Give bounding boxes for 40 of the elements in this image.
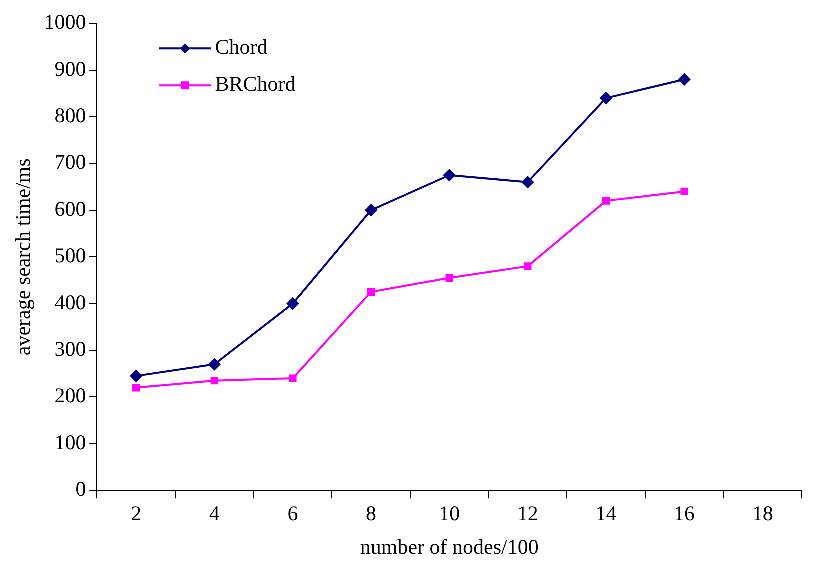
point [602, 197, 610, 205]
point [286, 298, 299, 310]
x-axis-title: number of nodes/100 [360, 534, 539, 559]
point [444, 169, 456, 182]
point [208, 358, 221, 371]
x-tick-label: 18 [752, 502, 774, 526]
x-tick-label: 6 [288, 502, 298, 526]
x-tick-label: 16 [674, 502, 696, 526]
y-tick-label: 100 [54, 430, 86, 454]
point [130, 370, 142, 382]
y-axis-title: average search time/ms [11, 158, 36, 356]
y-tick-label: 1000 [44, 10, 86, 34]
legend-label: Chord [215, 35, 268, 60]
point [289, 374, 297, 382]
y-tick-label: 800 [54, 104, 86, 128]
y-tick-label: 300 [54, 337, 86, 362]
y-tick-label: 200 [54, 384, 86, 408]
legend-label: BRChord [215, 72, 296, 96]
point [522, 176, 534, 188]
x-tick-label: 8 [366, 502, 377, 526]
point [678, 74, 691, 86]
x-tick-label: 4 [209, 502, 220, 526]
point [132, 384, 140, 392]
x-tick-label: 12 [517, 502, 538, 526]
x-tick-label: 14 [596, 502, 618, 526]
y-tick-label: 700 [54, 150, 86, 174]
point [365, 204, 378, 216]
x-tick-label: 2 [131, 502, 142, 526]
point [524, 262, 532, 270]
y-tick-label: 500 [54, 244, 86, 268]
point [367, 288, 376, 296]
point [600, 92, 612, 104]
x-tick-label: 10 [439, 502, 460, 526]
point [680, 188, 688, 196]
y-tick-label: 400 [54, 290, 86, 314]
point [210, 377, 218, 385]
y-tick-label: 600 [54, 196, 86, 221]
y-tick-label: 0 [76, 477, 86, 502]
point [446, 274, 454, 282]
y-tick-label: 900 [54, 56, 86, 81]
